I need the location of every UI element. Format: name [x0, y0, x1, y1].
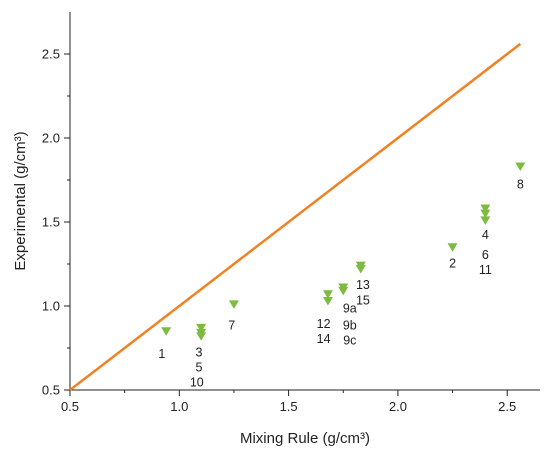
- point-label: 1: [158, 347, 165, 361]
- y-axis-title: Experimental (g/cm³): [12, 131, 29, 270]
- reference-line: [69, 42, 522, 391]
- x-tick-label: 2.5: [498, 399, 516, 414]
- point-label: 5: [196, 361, 203, 375]
- data-point-marker: [355, 265, 366, 274]
- point-label: 9c: [343, 334, 356, 348]
- point-label: 9a: [343, 302, 357, 316]
- point-label: 10: [190, 376, 204, 390]
- y-tick-label: 2.5: [42, 47, 60, 62]
- point-label: 9b: [343, 319, 357, 333]
- y-tick-label: 1.5: [42, 215, 60, 230]
- y-tick-label: 0.5: [42, 383, 60, 398]
- x-tick-label: 1.5: [280, 399, 298, 414]
- point-label: 8: [517, 177, 524, 191]
- data-point-marker: [322, 296, 333, 306]
- x-tick-label: 0.5: [61, 399, 79, 414]
- data-point-marker: [480, 204, 491, 214]
- point-label: 7: [228, 319, 235, 333]
- data-point-marker: [338, 286, 349, 296]
- point-label: 6: [482, 248, 489, 262]
- point-label: 11: [479, 263, 492, 277]
- reference-line-group: [69, 42, 522, 391]
- data-point-marker: [322, 290, 333, 299]
- point-label: 15: [356, 293, 370, 307]
- data-point-marker: [161, 327, 172, 336]
- data-point-marker: [228, 300, 239, 309]
- data-points: [161, 162, 526, 341]
- point-label: 14: [317, 332, 331, 346]
- y-tick-label: 1.0: [42, 299, 60, 314]
- point-label: 3: [196, 345, 203, 359]
- x-axis-title: Mixing Rule (g/cm³): [240, 430, 370, 447]
- data-point-marker: [196, 332, 207, 341]
- axes: [69, 12, 540, 391]
- point-label: 12: [317, 317, 331, 331]
- x-tick-label: 1.0: [170, 399, 188, 414]
- point-label: 13: [356, 278, 370, 292]
- y-tick-label: 2.0: [42, 131, 60, 146]
- point-label: 2: [449, 256, 456, 270]
- x-axis-ticks: 0.5 1.0 1.5 2.0 2.5: [61, 390, 516, 414]
- data-point-marker: [480, 209, 491, 219]
- data-point-marker: [515, 162, 526, 172]
- y-axis-ticks: 0.5 1.0 1.5 2.0 2.5: [42, 47, 70, 398]
- data-point-marker: [480, 216, 491, 225]
- data-point-marker: [196, 323, 207, 333]
- x-tick-label: 2.0: [389, 399, 407, 414]
- point-label: 4: [482, 228, 489, 242]
- data-point-marker: [447, 243, 458, 252]
